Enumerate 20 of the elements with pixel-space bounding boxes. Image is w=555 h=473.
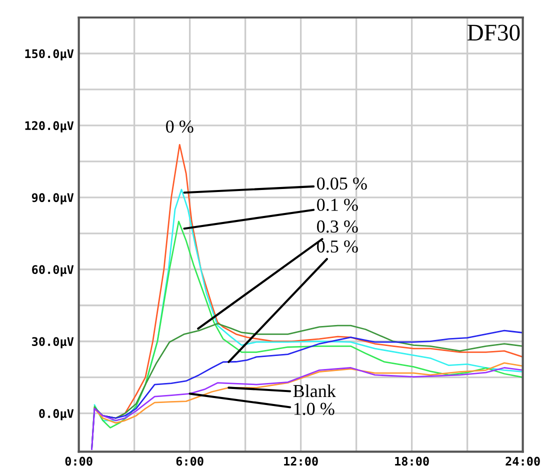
x-tick-label: 24:00: [506, 456, 540, 466]
y-tick-label: 60.0μV: [32, 265, 74, 276]
annotation: 0 %: [166, 120, 194, 133]
line-series: [94, 362, 523, 424]
y-tick-label: 120.0μV: [25, 121, 74, 132]
x-tick-label: 18:00: [395, 456, 429, 466]
y-tick-label: 30.0μV: [32, 337, 74, 348]
line-series: [91, 367, 523, 450]
y-tick-label: 90.0μV: [32, 193, 74, 204]
x-tick-label: 12:00: [284, 456, 318, 466]
y-tick-label: 0.0μV: [39, 409, 74, 420]
annotation: 1.0 %: [294, 402, 334, 416]
annotation: 0.1 %: [317, 198, 358, 211]
chart-title: DF30: [467, 24, 520, 41]
annotation: Blank: [293, 384, 336, 398]
annotation: 0.05 %: [317, 177, 367, 190]
x-tick-label: 6:00: [176, 456, 204, 466]
x-tick-label: 0:00: [65, 456, 92, 466]
annotation: 0.3 %: [317, 220, 358, 233]
y-tick-label: 150.0μV: [25, 49, 74, 60]
